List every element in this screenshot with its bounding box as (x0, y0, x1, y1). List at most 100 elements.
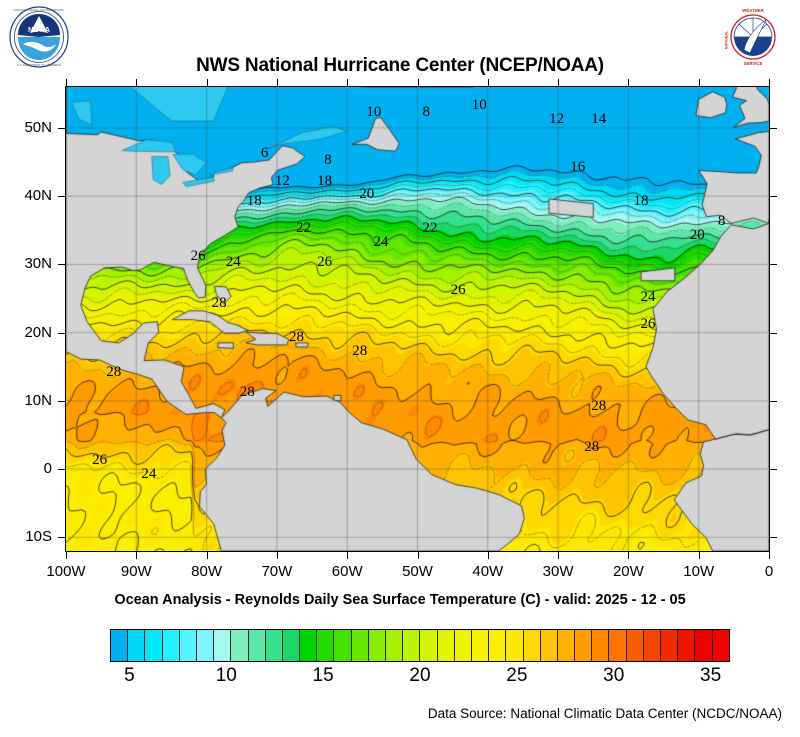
colorbar-swatch (471, 630, 490, 661)
y-axis-label: 10S (25, 528, 52, 546)
x-axis-tick (769, 552, 770, 559)
colorbar-tick-label: 5 (124, 665, 135, 686)
map-caption: Ocean Analysis - Reynolds Daily Sea Surf… (114, 592, 686, 608)
colorbar-swatch (557, 630, 576, 661)
y-axis-tick (58, 400, 65, 402)
colorbar-swatch (678, 630, 696, 661)
colorbar-swatch (145, 630, 163, 661)
colorbar-swatch (214, 630, 232, 661)
svg-text:SERVICE: SERVICE (744, 61, 763, 66)
y-axis-tick (58, 469, 65, 471)
colorbar-swatch (540, 630, 558, 661)
noaa-seal-logo: NOAA NATIONAL OCEANIC AND ATMOSPHERIC U.… (8, 6, 70, 68)
x-axis-label: 30W (542, 563, 574, 580)
temperature-colorbar[interactable] (110, 629, 730, 662)
colorbar-swatch (643, 630, 661, 661)
svg-text:U.S. DEPARTMENT OF COMMERCE: U.S. DEPARTMENT OF COMMERCE (17, 63, 61, 67)
y-axis-tick-right (770, 264, 777, 266)
x-axis-tick-top (206, 79, 208, 86)
data-source-note: Data Source: National Climatic Data Cent… (427, 706, 782, 721)
x-axis-tick (698, 552, 700, 559)
x-axis-label: 10W (683, 563, 715, 580)
x-axis-label: 20W (612, 563, 644, 580)
colorbar-swatch (386, 630, 404, 661)
colorbar-tick-label: 30 (603, 665, 625, 686)
colorbar-swatch (368, 630, 386, 661)
x-axis-tick-top (136, 79, 138, 86)
colorbar-swatch (506, 630, 524, 661)
x-axis-label: 70W (261, 563, 293, 580)
colorbar-swatch (592, 630, 610, 661)
y-axis-tick (58, 196, 65, 198)
x-axis-tick-top (558, 79, 560, 86)
colorbar-tick-label: 10 (215, 665, 237, 686)
colorbar-swatch (695, 630, 713, 661)
x-axis-tick-top (66, 79, 67, 86)
colorbar-swatch (575, 630, 593, 661)
colorbar-swatch (454, 630, 472, 661)
colorbar-swatch (196, 630, 215, 661)
x-axis-tick (206, 552, 208, 559)
colorbar-tick-label: 15 (312, 665, 334, 686)
x-axis-label: 50W (402, 563, 433, 580)
colorbar-swatch (162, 630, 180, 661)
colorbar-tick-labels: 5 10 15 20 25 30 35 (0, 665, 800, 695)
sst-map-plot[interactable]: 10 8 10 12 14 6 8 12 18 16 18 20 18 8 22 22 20 24 24 26 26 26… (65, 86, 770, 552)
colorbar-swatch (317, 630, 335, 661)
x-axis-tick-top (487, 79, 489, 86)
national-weather-service-logo: WEATHER SERVICE NATIONAL (722, 6, 784, 68)
colorbar-swatch (248, 630, 266, 661)
x-axis-tick-top (698, 79, 700, 86)
y-axis-tick-right (770, 537, 777, 539)
x-axis-tick (276, 552, 278, 559)
y-axis-label: 50N (24, 118, 52, 136)
svg-text:NATIONAL OCEANIC AND ATMOSPHER: NATIONAL OCEANIC AND ATMOSPHERIC (14, 8, 65, 12)
x-axis-tick (66, 552, 67, 559)
colorbar-swatch (420, 630, 438, 661)
y-axis-tick-right (770, 332, 777, 334)
colorbar-swatch (712, 630, 729, 661)
colorbar-swatch (300, 630, 318, 661)
colorbar-swatch (334, 630, 352, 661)
svg-text:NOAA: NOAA (28, 25, 51, 34)
colorbar-tick-label: 25 (506, 665, 528, 686)
sst-field-canvas (66, 87, 769, 551)
y-axis-tick (58, 127, 65, 129)
colorbar-swatch (351, 630, 369, 661)
x-axis-label: 0 (764, 563, 774, 580)
colorbar-swatch (128, 630, 146, 661)
x-axis-tick-top (347, 79, 349, 86)
colorbar-swatch (179, 630, 197, 661)
page-title: NWS National Hurricane Center (NCEP/NOAA… (196, 55, 604, 76)
x-axis-tick-top (417, 79, 419, 86)
y-axis-label: 40N (24, 187, 52, 205)
y-axis-tick (58, 332, 65, 334)
y-axis-tick-right (770, 400, 777, 402)
x-axis-tick (558, 552, 560, 559)
x-axis-tick-top (628, 79, 630, 86)
x-axis-tick (487, 552, 489, 559)
svg-text:NATIONAL: NATIONAL (725, 30, 729, 49)
y-axis-label: 30N (24, 255, 52, 273)
x-axis-tick (417, 552, 419, 559)
colorbar-tick-label: 20 (409, 665, 431, 686)
y-axis-tick (58, 537, 65, 539)
colorbar-swatch (489, 630, 507, 661)
x-axis-tick-top (276, 79, 278, 86)
svg-text:WEATHER: WEATHER (742, 8, 764, 13)
x-axis-tick (136, 552, 138, 559)
colorbar-swatch (231, 630, 249, 661)
y-axis-label: 0 (43, 460, 52, 478)
colorbar-tick-label: 35 (700, 665, 722, 686)
x-axis-tick-top (769, 79, 770, 86)
x-axis-label: 40W (472, 563, 504, 580)
colorbar-swatch (661, 630, 679, 661)
colorbar-swatch (111, 630, 129, 661)
x-axis-label: 90W (120, 563, 152, 580)
colorbar-swatch (523, 630, 541, 661)
y-axis-tick-right (770, 127, 777, 129)
colorbar-swatch (626, 630, 644, 661)
x-axis-label: 80W (191, 563, 223, 580)
y-axis-label: 20N (24, 323, 52, 341)
